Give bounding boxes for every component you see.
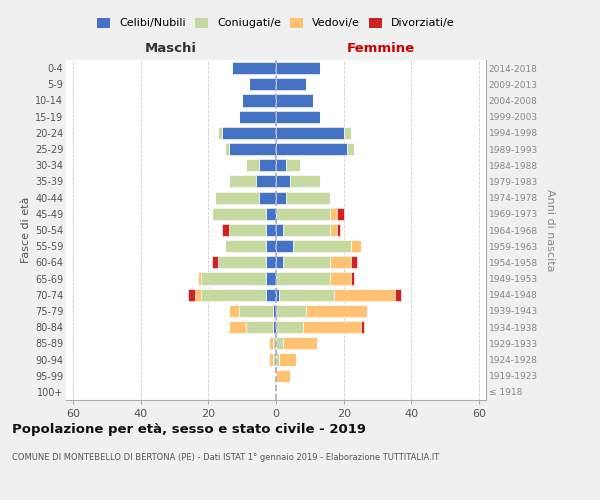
Bar <box>229 224 266 236</box>
Bar <box>198 272 202 284</box>
Bar <box>245 321 272 333</box>
Bar <box>280 288 334 301</box>
Bar <box>222 224 229 236</box>
Bar <box>395 288 401 301</box>
Text: Popolazione per età, sesso e stato civile - 2019: Popolazione per età, sesso e stato civil… <box>12 422 366 436</box>
Bar <box>276 240 293 252</box>
Bar <box>229 143 276 155</box>
Bar <box>229 305 239 317</box>
Bar <box>334 288 395 301</box>
Bar <box>280 354 296 366</box>
Bar <box>276 62 320 74</box>
Bar <box>283 224 330 236</box>
Bar <box>283 338 317 349</box>
Bar <box>266 240 276 252</box>
Bar <box>266 256 276 268</box>
Bar <box>276 159 286 172</box>
Bar <box>239 305 272 317</box>
Bar <box>276 110 320 122</box>
Bar <box>276 338 283 349</box>
Bar <box>276 256 283 268</box>
Bar <box>249 78 276 90</box>
Bar <box>229 176 256 188</box>
Bar <box>276 78 307 90</box>
Bar <box>269 338 272 349</box>
Text: Femmine: Femmine <box>347 42 415 55</box>
Bar <box>218 256 266 268</box>
Bar <box>276 127 344 139</box>
Bar <box>307 305 367 317</box>
Y-axis label: Fasce di età: Fasce di età <box>20 197 31 263</box>
Bar <box>293 240 350 252</box>
Bar <box>350 256 357 268</box>
Bar <box>361 321 364 333</box>
Bar <box>276 208 330 220</box>
Bar <box>330 272 350 284</box>
Bar <box>337 224 340 236</box>
Bar <box>272 305 276 317</box>
Bar <box>276 224 283 236</box>
Bar <box>337 208 344 220</box>
Bar <box>286 159 300 172</box>
Bar <box>225 240 266 252</box>
Legend: Celibi/Nubili, Coniugati/e, Vedovi/e, Divorziati/e: Celibi/Nubili, Coniugati/e, Vedovi/e, Di… <box>93 13 459 33</box>
Bar <box>330 224 337 236</box>
Bar <box>232 62 276 74</box>
Bar <box>276 192 286 203</box>
Bar <box>276 321 303 333</box>
Bar <box>276 354 280 366</box>
Bar <box>276 305 307 317</box>
Bar <box>269 354 272 366</box>
Bar <box>188 288 195 301</box>
Bar <box>347 143 354 155</box>
Bar <box>266 224 276 236</box>
Bar <box>290 176 320 188</box>
Bar <box>276 272 330 284</box>
Bar <box>276 94 313 106</box>
Bar <box>245 159 259 172</box>
Bar <box>195 288 202 301</box>
Bar <box>239 110 276 122</box>
Bar <box>229 321 245 333</box>
Bar <box>212 208 266 220</box>
Bar <box>222 127 276 139</box>
Bar <box>330 256 350 268</box>
Bar <box>344 127 350 139</box>
Bar <box>276 176 290 188</box>
Bar <box>272 338 276 349</box>
Bar <box>283 256 330 268</box>
Bar <box>330 208 337 220</box>
Bar <box>272 354 276 366</box>
Bar <box>266 272 276 284</box>
Bar <box>202 288 266 301</box>
Bar <box>212 256 218 268</box>
Bar <box>225 143 229 155</box>
Bar <box>218 127 222 139</box>
Bar <box>350 240 361 252</box>
Y-axis label: Anni di nascita: Anni di nascita <box>545 188 555 271</box>
Bar <box>276 370 290 382</box>
Bar <box>350 272 354 284</box>
Bar <box>259 159 276 172</box>
Bar <box>266 288 276 301</box>
Text: Maschi: Maschi <box>145 42 197 55</box>
Bar <box>272 321 276 333</box>
Bar <box>286 192 330 203</box>
Bar <box>259 192 276 203</box>
Bar <box>256 176 276 188</box>
Bar <box>242 94 276 106</box>
Bar <box>202 272 266 284</box>
Bar <box>266 208 276 220</box>
Bar <box>303 321 361 333</box>
Bar <box>215 192 259 203</box>
Bar <box>276 288 280 301</box>
Bar <box>276 143 347 155</box>
Text: COMUNE DI MONTEBELLO DI BERTONA (PE) - Dati ISTAT 1° gennaio 2019 - Elaborazione: COMUNE DI MONTEBELLO DI BERTONA (PE) - D… <box>12 452 439 462</box>
